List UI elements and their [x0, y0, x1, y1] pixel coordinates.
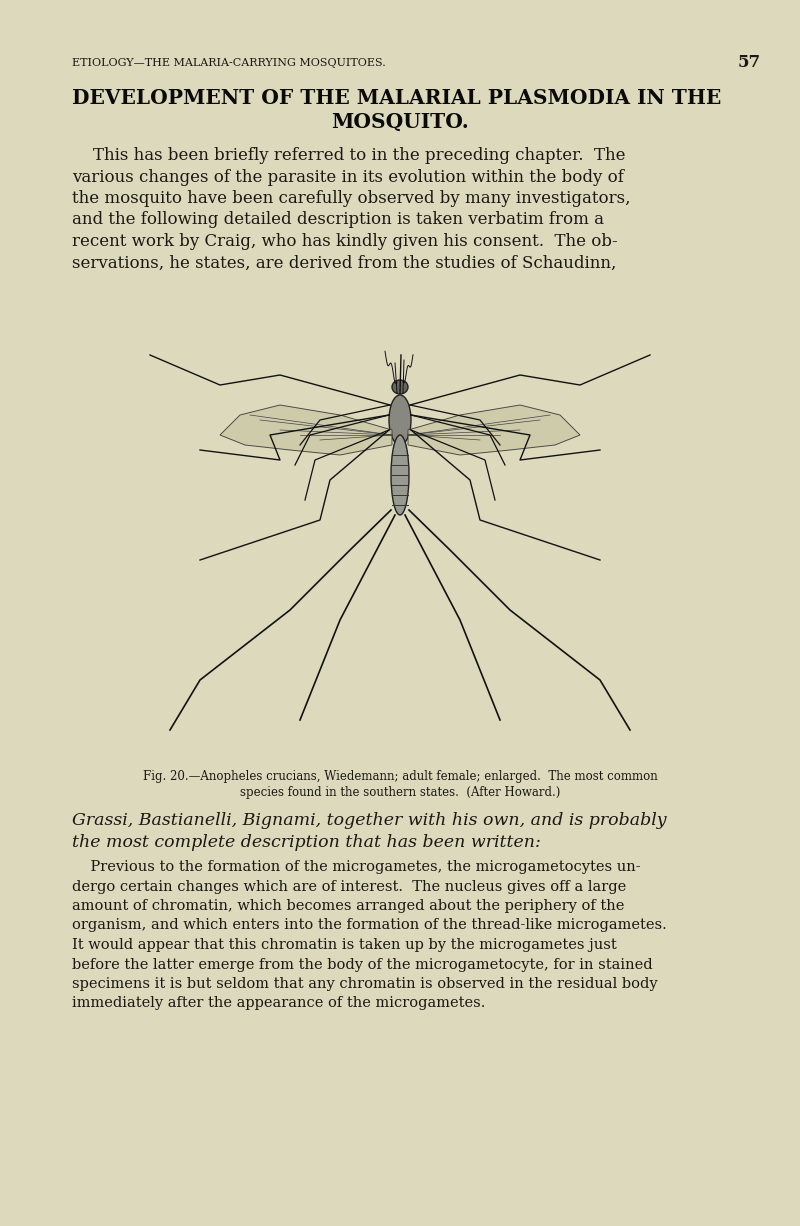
Text: Grassi, Bastianelli, Bignami, together with his own, and is probably: Grassi, Bastianelli, Bignami, together w… — [72, 812, 666, 829]
Text: and the following detailed description is taken verbatim from a: and the following detailed description i… — [72, 212, 604, 228]
Ellipse shape — [392, 380, 408, 394]
Text: servations, he states, are derived from the studies of Schaudinn,: servations, he states, are derived from … — [72, 255, 616, 271]
Text: organism, and which enters into the formation of the thread-like microgametes.: organism, and which enters into the form… — [72, 918, 666, 933]
Text: before the latter emerge from the body of the microgametocyte, for in stained: before the latter emerge from the body o… — [72, 958, 653, 971]
Text: immediately after the appearance of the microgametes.: immediately after the appearance of the … — [72, 997, 486, 1010]
Text: DEVELOPMENT OF THE MALARIAL PLASMODIA IN THE: DEVELOPMENT OF THE MALARIAL PLASMODIA IN… — [72, 88, 722, 108]
Text: 57: 57 — [738, 54, 761, 71]
Text: amount of chromatin, which becomes arranged about the periphery of the: amount of chromatin, which becomes arran… — [72, 899, 624, 913]
Text: ETIOLOGY—THE MALARIA-CARRYING MOSQUITOES.: ETIOLOGY—THE MALARIA-CARRYING MOSQUITOES… — [72, 58, 386, 67]
Text: recent work by Craig, who has kindly given his consent.  The ob-: recent work by Craig, who has kindly giv… — [72, 233, 618, 250]
Text: MOSQUITO.: MOSQUITO. — [331, 112, 469, 132]
Ellipse shape — [391, 435, 409, 515]
Text: dergo certain changes which are of interest.  The nucleus gives off a large: dergo certain changes which are of inter… — [72, 879, 626, 894]
Text: This has been briefly referred to in the preceding chapter.  The: This has been briefly referred to in the… — [72, 147, 626, 164]
Text: the most complete description that has been written:: the most complete description that has b… — [72, 834, 541, 851]
Text: It would appear that this chromatin is taken up by the microgametes just: It would appear that this chromatin is t… — [72, 938, 617, 953]
Text: specimens it is but seldom that any chromatin is observed in the residual body: specimens it is but seldom that any chro… — [72, 977, 658, 991]
Text: species found in the southern states.  (After Howard.): species found in the southern states. (A… — [240, 786, 560, 799]
Ellipse shape — [389, 395, 411, 445]
Polygon shape — [220, 405, 392, 455]
Text: Fig. 20.—Anopheles crucians, Wiedemann; adult female; enlarged.  The most common: Fig. 20.—Anopheles crucians, Wiedemann; … — [142, 770, 658, 783]
Text: Previous to the formation of the microgametes, the microgametocytes un-: Previous to the formation of the microga… — [72, 859, 641, 874]
Polygon shape — [408, 405, 580, 455]
Text: various changes of the parasite in its evolution within the body of: various changes of the parasite in its e… — [72, 168, 624, 185]
Text: the mosquito have been carefully observed by many investigators,: the mosquito have been carefully observe… — [72, 190, 630, 207]
